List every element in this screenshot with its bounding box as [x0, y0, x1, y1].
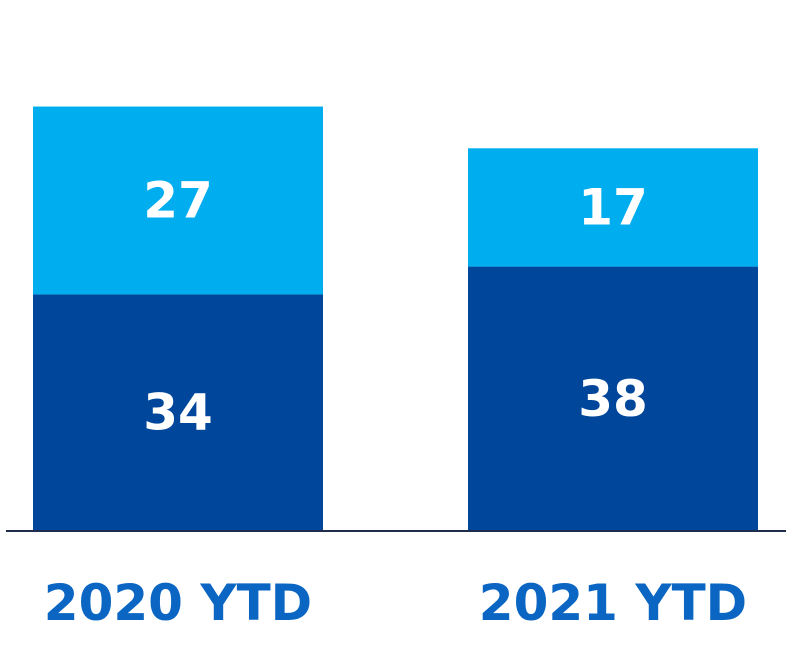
segment-labels-group: 34 27 38 17	[143, 171, 648, 441]
category-labels-group: 2020 YTD 2021 YTD	[44, 574, 747, 632]
bar-segment	[33, 106, 323, 295]
category-label: 2021 YTD	[479, 574, 747, 632]
bar-segment	[468, 266, 758, 531]
bar-segment	[33, 294, 323, 531]
data-label: 17	[578, 178, 648, 236]
bars-group	[33, 106, 758, 531]
data-label: 38	[578, 370, 648, 428]
bar-segment	[468, 148, 758, 267]
data-label: 34	[143, 384, 213, 442]
category-label: 2020 YTD	[44, 574, 312, 632]
data-label: 27	[143, 171, 213, 229]
